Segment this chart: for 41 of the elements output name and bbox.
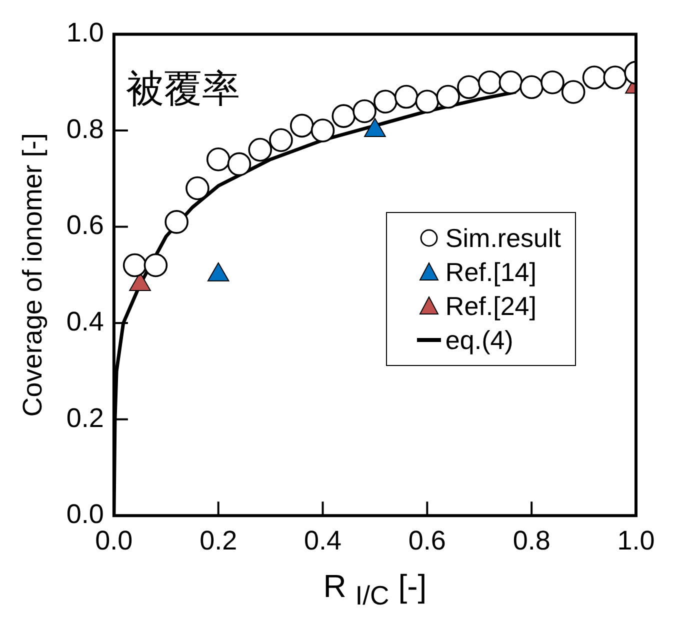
legend-label: eq.(4) [445, 324, 514, 357]
x-tick-label: 0.6 [408, 525, 446, 556]
point [603, 66, 628, 90]
point [206, 147, 230, 172]
point [310, 118, 335, 142]
x-tick-label: 0.2 [200, 525, 238, 556]
point [186, 176, 210, 200]
legend-label: Sim.result [445, 222, 561, 255]
x-tick-label: 1.0 [617, 525, 655, 556]
point [227, 152, 252, 176]
point [269, 128, 293, 152]
y-tick-label: 0.4 [66, 306, 104, 336]
point [290, 114, 314, 138]
point [415, 90, 440, 114]
x-tick-label: 0.4 [304, 525, 342, 556]
point [561, 80, 586, 104]
x-tick-label: 0.8 [512, 525, 550, 556]
point [498, 70, 523, 94]
annotation: 被覆率 [126, 68, 240, 111]
y-tick-label: 1.0 [66, 18, 104, 48]
point [457, 75, 481, 100]
point [144, 253, 168, 278]
point [540, 70, 564, 94]
point [164, 210, 188, 234]
y-axis-title: Coverage of ionomer [-] [18, 133, 48, 417]
x-axis-title: R $_{I/C}$ [-] [322, 568, 428, 612]
point [332, 104, 356, 128]
y-tick-label: 0.8 [66, 114, 104, 144]
point [122, 253, 147, 278]
point [436, 84, 460, 109]
point [478, 70, 502, 94]
point [248, 138, 272, 162]
point [374, 90, 398, 114]
point [394, 84, 418, 109]
y-tick-label: 0.6 [66, 210, 104, 240]
y-tick-label: 0.2 [66, 402, 104, 433]
legend-label: Ref.[24] [445, 290, 536, 323]
point [582, 66, 606, 90]
point [520, 75, 544, 100]
legend-label: Ref.[14] [445, 256, 536, 289]
point [352, 99, 376, 124]
